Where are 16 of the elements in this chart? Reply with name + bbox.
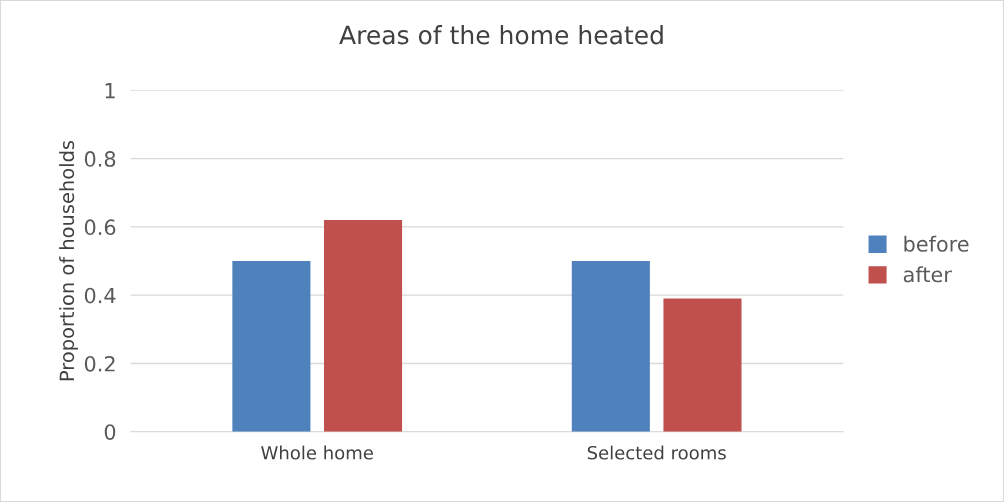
bar xyxy=(571,261,650,432)
y-tick-label: 0.6 xyxy=(84,219,116,236)
y-axis-title: Proportion of households xyxy=(59,140,78,381)
y-tick-label: 0 xyxy=(104,424,116,440)
bar xyxy=(663,298,742,432)
legend-label: after xyxy=(903,266,952,283)
legend-label: before xyxy=(904,235,969,252)
bar xyxy=(324,220,403,432)
y-tick-label: 0.4 xyxy=(84,287,116,304)
y-tick-label: 1 xyxy=(105,83,115,99)
chart-title: Areas of the home heated xyxy=(339,25,663,45)
bar xyxy=(232,261,311,432)
x-tick-label: Whole home xyxy=(261,445,373,460)
y-tick-label: 0.8 xyxy=(84,151,116,167)
y-tick-label: 0.2 xyxy=(84,355,115,372)
x-tick-label: Selected rooms xyxy=(587,445,726,460)
